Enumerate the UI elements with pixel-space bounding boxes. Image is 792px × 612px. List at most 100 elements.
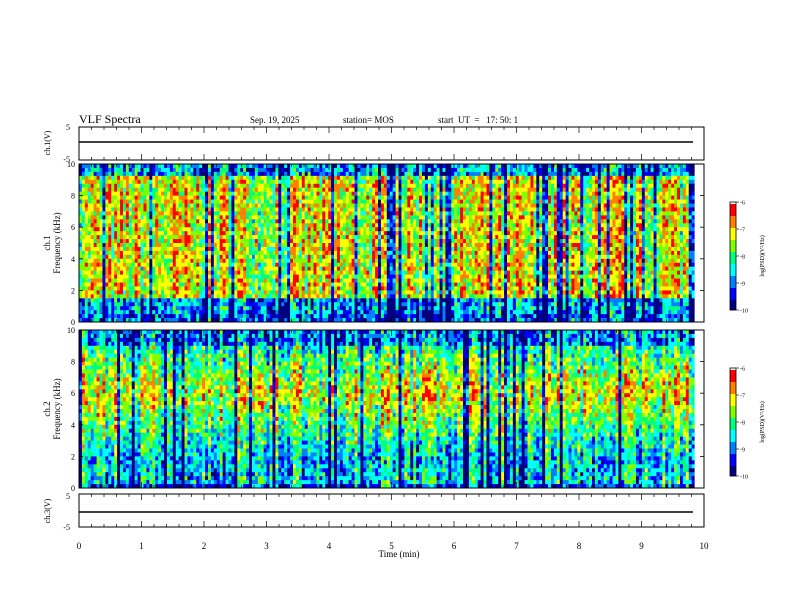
spectrogram-cell: [266, 286, 270, 291]
spectrogram-cell: [284, 310, 288, 315]
spectrogram-cell: [269, 211, 273, 216]
spectrogram-cell: [190, 314, 194, 319]
spectrogram-cell: [207, 262, 212, 268]
spectrogram-cell: [310, 239, 314, 244]
spectrogram-cell: [287, 171, 291, 177]
spectrogram-cell: [410, 227, 414, 232]
spectrogram-cell: [122, 282, 127, 287]
spectrogram-cell: [190, 167, 194, 173]
spectrogram-cell: [228, 207, 232, 212]
spectrogram-cell: [158, 203, 162, 208]
spectrogram-cell: [395, 262, 399, 268]
spectrogram-cell: [339, 191, 344, 196]
spectrogram-cell: [222, 266, 226, 272]
spectrogram-cell: [125, 191, 130, 196]
spectrogram-cell: [128, 175, 133, 181]
spectrogram-cell: [178, 278, 182, 283]
spectrogram-cell: [190, 175, 194, 181]
spectrogram-cell: [90, 164, 95, 169]
spectrogram-cell: [187, 195, 191, 200]
spectrogram-cell: [357, 191, 361, 196]
spectrogram-cell: [419, 298, 423, 303]
spectrogram-cell: [410, 207, 414, 212]
spectrogram-cell: [240, 302, 244, 307]
spectrogram-cell: [442, 211, 446, 216]
spectrogram-cell: [272, 298, 276, 303]
spectrogram-cell: [372, 310, 376, 315]
spectrogram-cell: [386, 191, 391, 196]
spectrogram-cell: [360, 235, 364, 240]
spectrogram-cell: [149, 246, 153, 252]
spectrogram-cell: [433, 270, 438, 275]
spectrogram-cell: [193, 254, 197, 260]
spectrogram-cell: [336, 290, 341, 295]
spectrogram-cell: [114, 314, 118, 319]
spectrogram-cell: [357, 270, 361, 275]
spectrogram-cell: [442, 191, 446, 196]
spectrogram-cell: [293, 187, 297, 193]
spectrogram-cell: [99, 270, 103, 275]
spectrogram-cell: [187, 171, 191, 177]
spectrogram-cell: [395, 231, 399, 236]
spectrogram-cell: [263, 278, 268, 283]
spectrogram-cell: [193, 302, 197, 307]
spectrogram-cell: [322, 211, 326, 216]
spectrogram-cell: [395, 199, 399, 204]
spectrogram-cell: [193, 306, 197, 311]
spectrogram-cell: [205, 246, 209, 252]
spectrogram-cell: [161, 187, 165, 193]
spectrogram-cell: [87, 199, 92, 204]
spectrogram-cell: [143, 211, 147, 216]
spectrogram-cell: [307, 294, 311, 299]
spectrogram-cell: [146, 302, 150, 307]
spectrogram-cell: [184, 223, 188, 228]
spectrogram-cell: [430, 215, 435, 220]
spectrogram-cell: [345, 310, 350, 315]
spectrogram-cell: [155, 235, 159, 240]
spectrogram-cell: [336, 274, 341, 279]
spectrogram-cell: [284, 258, 288, 264]
spectrogram-cell: [210, 179, 215, 185]
spectrogram-cell: [392, 258, 397, 264]
spectrogram-cell: [125, 227, 130, 232]
spectrogram-cell: [295, 207, 300, 212]
spectrogram-cell: [260, 219, 265, 224]
spectrogram-cell: [243, 254, 247, 260]
spectrogram-cell: [93, 203, 97, 208]
spectrogram-cell: [360, 171, 364, 177]
spectrogram-cell: [143, 298, 147, 303]
spectrogram-cell: [298, 195, 303, 200]
spectrogram-cell: [269, 258, 273, 264]
spectrogram-cell: [257, 278, 262, 283]
spectrogram-cell: [128, 278, 133, 283]
spectrogram-cell: [228, 243, 232, 248]
spectrogram-cell: [360, 286, 364, 291]
spectrogram-cell: [181, 314, 185, 319]
spectrogram-cell: [87, 239, 92, 244]
spectrogram-cell: [380, 298, 385, 303]
spectrogram-cell: [339, 262, 344, 268]
spectrogram-cell: [313, 195, 317, 200]
spectrogram-cell: [131, 215, 136, 220]
spectrogram-cell: [96, 314, 100, 319]
spectrogram-cell: [249, 231, 253, 236]
spectrogram-cell: [81, 164, 86, 169]
spectrogram-cell: [392, 318, 397, 323]
spectrogram-cell: [169, 262, 174, 268]
spectrogram-cell: [322, 258, 326, 264]
spectrogram-cell: [249, 211, 253, 216]
spectrogram-cell: [219, 239, 224, 244]
spectrogram-cell: [363, 274, 367, 279]
spectrogram-cell: [363, 207, 367, 212]
spectrogram-cell: [404, 195, 408, 200]
spectrogram-cell: [134, 258, 139, 264]
spectrogram-cell: [131, 310, 136, 315]
spectrogram-cell: [205, 270, 209, 275]
spectrogram-cell: [316, 282, 320, 287]
spectrogram-cell: [328, 286, 332, 291]
spectrogram-cell: [263, 199, 268, 204]
spectrogram-cell: [216, 258, 221, 264]
spectrogram-cell: [90, 270, 95, 275]
spectrogram-cell: [128, 219, 133, 224]
spectrogram-cell: [316, 286, 320, 291]
